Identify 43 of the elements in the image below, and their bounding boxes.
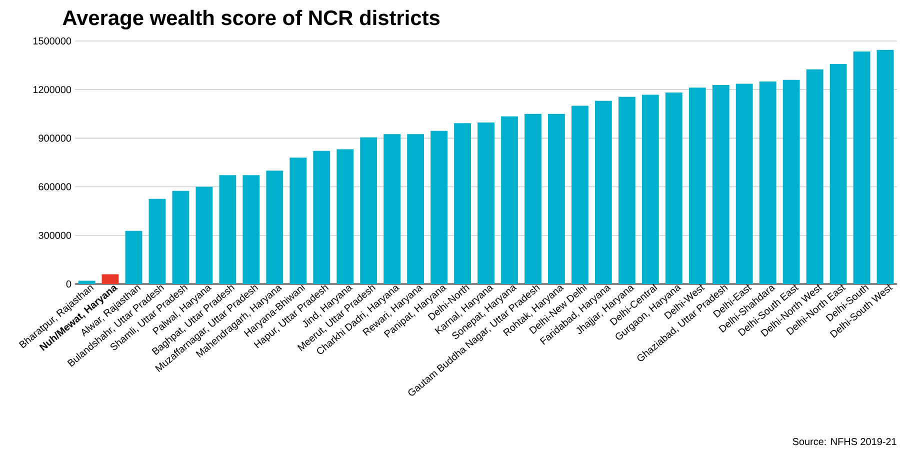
bar (853, 52, 870, 284)
bar (830, 64, 847, 284)
bar (219, 175, 236, 284)
bar (665, 92, 682, 284)
bar (594, 100, 612, 284)
bar (125, 230, 142, 284)
bar (618, 96, 636, 284)
bar (242, 175, 260, 284)
bar (290, 158, 307, 284)
y-tick-label: 900000 (38, 134, 72, 142)
bar (736, 84, 753, 284)
bar (360, 137, 378, 284)
bar (712, 85, 730, 284)
bar (524, 114, 542, 284)
y-tick-label: 1200000 (33, 86, 72, 94)
bar (688, 88, 706, 284)
bar (782, 80, 800, 284)
bar (266, 170, 284, 284)
bar (172, 190, 190, 284)
bar (430, 130, 448, 284)
y-tick-label: 1500000 (33, 37, 72, 45)
bar (384, 134, 401, 284)
bar (478, 122, 494, 284)
bar (806, 69, 824, 284)
y-tick-label: 600000 (38, 183, 72, 190)
bar (336, 149, 354, 284)
bar (571, 106, 588, 284)
bar (407, 134, 424, 284)
y-tick-label: 0 (66, 280, 72, 288)
bar (501, 116, 518, 284)
bar (313, 150, 330, 284)
bar (196, 186, 213, 284)
y-tick-label: 300000 (38, 232, 72, 239)
bar (876, 50, 894, 284)
bar (548, 114, 565, 284)
bar (102, 274, 119, 284)
source-note: Source: NFHS 2019-21 (792, 438, 896, 446)
bar (78, 280, 96, 284)
bar (642, 94, 659, 284)
bar (148, 198, 166, 284)
bar (454, 123, 471, 284)
bar (759, 81, 776, 284)
chart-title: Average wealth score of NCR districts (62, 10, 440, 30)
